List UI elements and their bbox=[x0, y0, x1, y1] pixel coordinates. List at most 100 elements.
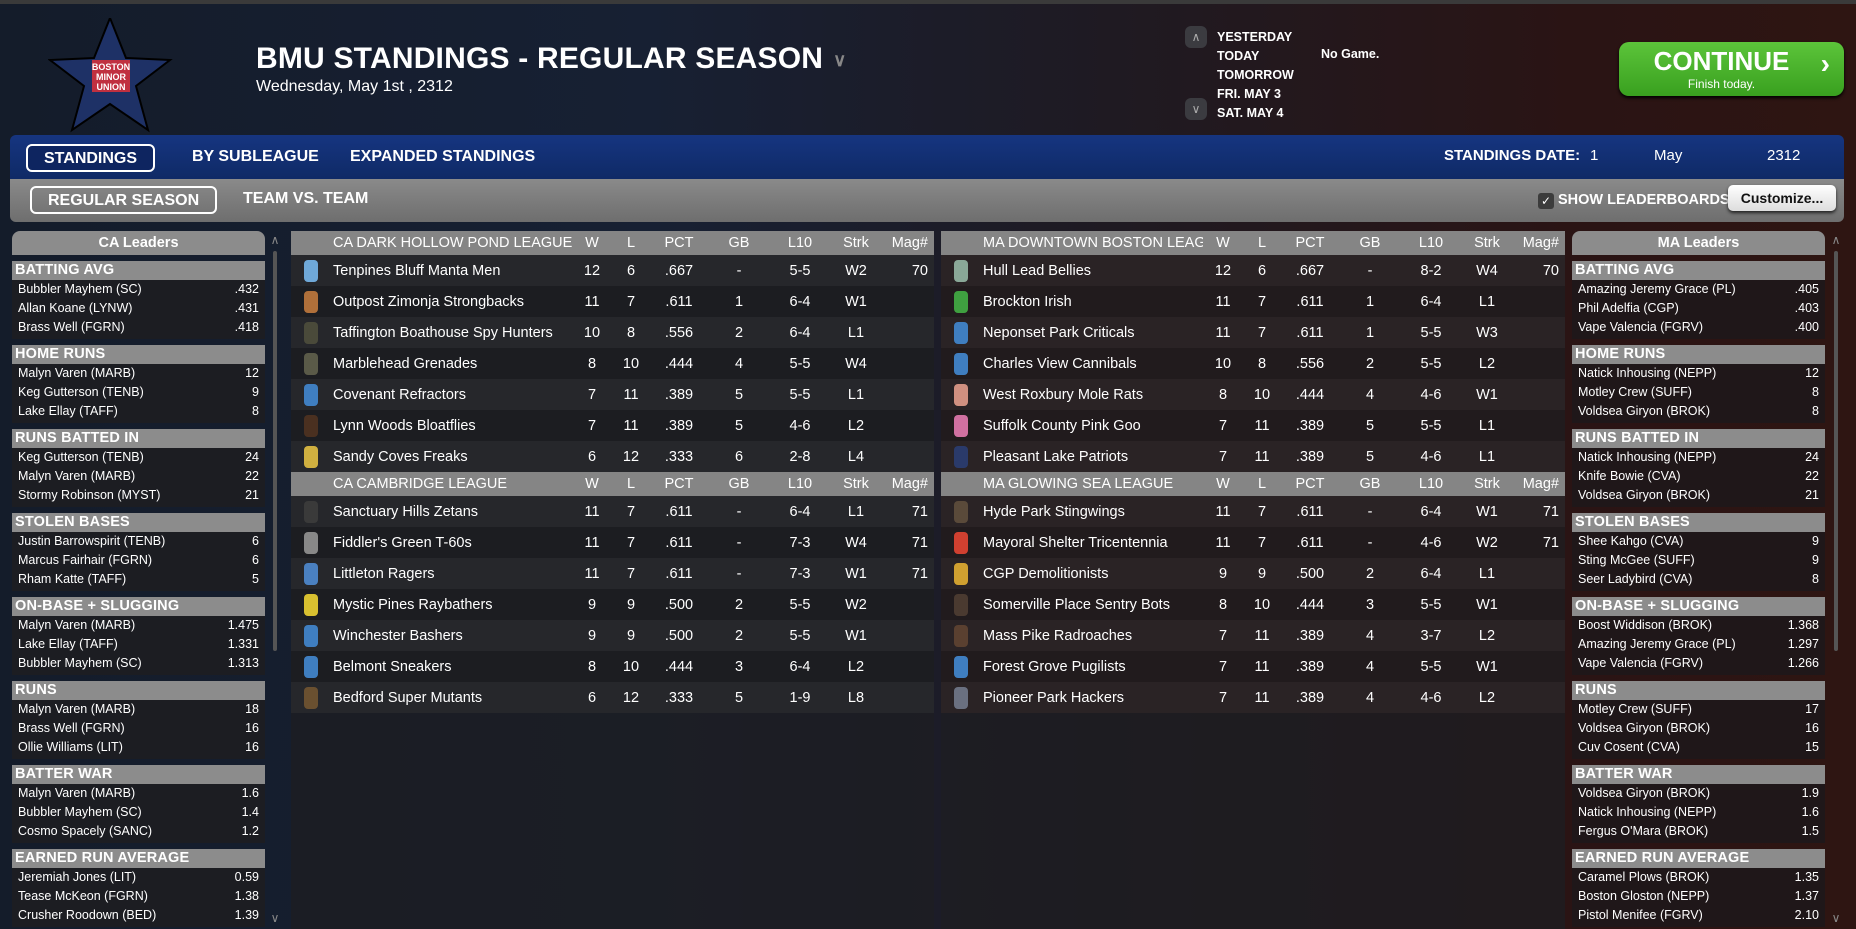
ma-leaders-scrollbar[interactable]: ∧ ∨ bbox=[1828, 231, 1844, 929]
team-row[interactable]: Winchester Bashers 9 9.500 2 5-5 W1 bbox=[291, 620, 934, 651]
team-name[interactable]: Brockton Irish bbox=[981, 286, 1203, 317]
ca-leaders-scrollbar[interactable]: ∧ ∨ bbox=[267, 231, 283, 929]
leader-player[interactable]: Brass Well (FGRN) bbox=[18, 320, 125, 334]
leader-row[interactable]: Natick Inhousing (NEPP) 24 bbox=[1572, 448, 1825, 467]
team-row[interactable]: Mystic Pines Raybathers 9 9.500 2 5-5 W2 bbox=[291, 589, 934, 620]
leader-player[interactable]: Vape Valencia (FGRV) bbox=[1578, 656, 1704, 670]
team-row[interactable]: Tenpines Bluff Manta Men 12 6.667-5-5 W2 70 bbox=[291, 255, 934, 286]
leader-row[interactable]: Pistol Menifee (FGRV) 2.10 bbox=[1572, 906, 1825, 925]
scroll-down-icon[interactable]: ∨ bbox=[1831, 911, 1841, 925]
page-title[interactable]: BMU STANDINGS - REGULAR SEASON ∨ bbox=[256, 42, 847, 76]
column-header[interactable]: GB bbox=[1339, 472, 1401, 496]
column-header[interactable]: L10 bbox=[770, 472, 830, 496]
column-header[interactable]: L bbox=[1243, 231, 1281, 255]
leader-player[interactable]: Amazing Jeremy Grace (PL) bbox=[1578, 637, 1736, 651]
leader-player[interactable]: Malyn Varen (MARB) bbox=[18, 469, 136, 483]
column-header[interactable]: W bbox=[1203, 472, 1243, 496]
team-name[interactable]: Tenpines Bluff Manta Men bbox=[331, 255, 572, 286]
team-name[interactable]: Outpost Zimonja Strongbacks bbox=[331, 286, 572, 317]
leader-player[interactable]: Keg Gutterson (TENB) bbox=[18, 385, 144, 399]
leader-player[interactable]: Bubbler Mayhem (SC) bbox=[18, 282, 142, 296]
leader-player[interactable]: Bubbler Mayhem (SC) bbox=[18, 656, 142, 670]
leader-row[interactable]: Voldsea Giryon (BROK) 21 bbox=[1572, 486, 1825, 505]
column-header[interactable]: PCT bbox=[1281, 231, 1339, 255]
leader-player[interactable]: Natick Inhousing (NEPP) bbox=[1578, 450, 1717, 464]
team-row[interactable]: Lynn Woods Bloatflies 7 11.389 5 4-6 L2 bbox=[291, 410, 934, 441]
leader-row[interactable]: Malyn Varen (MARB) 1.6 bbox=[12, 784, 265, 803]
leader-row[interactable]: Bubbler Mayhem (SC) 1.313 bbox=[12, 654, 265, 673]
leader-player[interactable]: Caramel Plows (BROK) bbox=[1578, 870, 1710, 884]
leader-player[interactable]: Malyn Varen (MARB) bbox=[18, 618, 136, 632]
day-today[interactable]: TODAY bbox=[1217, 49, 1260, 63]
leader-player[interactable]: Stormy Robinson (MYST) bbox=[18, 488, 161, 502]
leader-player[interactable]: Boston Gloston (NEPP) bbox=[1578, 889, 1710, 903]
leader-row[interactable]: Rham Katte (TAFF) 5 bbox=[12, 570, 265, 589]
team-name[interactable]: Suffolk County Pink Goo bbox=[981, 410, 1203, 441]
team-name[interactable]: Somerville Place Sentry Bots bbox=[981, 589, 1203, 620]
column-header[interactable]: GB bbox=[1339, 231, 1401, 255]
leader-player[interactable]: Lake Ellay (TAFF) bbox=[18, 404, 118, 418]
continue-button[interactable]: CONTINUE Finish today. › bbox=[1619, 42, 1844, 96]
leader-player[interactable]: Allan Koane (LYNW) bbox=[18, 301, 133, 315]
team-name[interactable]: Taffington Boathouse Spy Hunters bbox=[331, 317, 572, 348]
leader-player[interactable]: Voldsea Giryon (BROK) bbox=[1578, 721, 1710, 735]
leader-row[interactable]: Malyn Varen (MARB) 1.475 bbox=[12, 616, 265, 635]
leader-row[interactable]: Keg Gutterson (TENB) 24 bbox=[12, 448, 265, 467]
leader-player[interactable]: Crusher Roodown (BED) bbox=[18, 908, 157, 922]
leader-row[interactable]: Cosmo Spacely (SANC) 1.2 bbox=[12, 822, 265, 841]
leader-row[interactable]: Crusher Roodown (BED) 1.39 bbox=[12, 906, 265, 925]
leader-player[interactable]: Ollie Williams (LIT) bbox=[18, 740, 123, 754]
day-yesterday[interactable]: YESTERDAY bbox=[1217, 30, 1293, 44]
leader-row[interactable]: Boston Gloston (NEPP) 1.37 bbox=[1572, 887, 1825, 906]
leader-player[interactable]: Justin Barrowspirit (TENB) bbox=[18, 534, 166, 548]
column-header[interactable]: L bbox=[1243, 472, 1281, 496]
day-tomorrow[interactable]: TOMORROW bbox=[1217, 68, 1294, 82]
team-row[interactable]: Marblehead Grenades 8 10.444 4 5-5 W4 bbox=[291, 348, 934, 379]
leader-player[interactable]: Cosmo Spacely (SANC) bbox=[18, 824, 153, 838]
team-row[interactable]: West Roxbury Mole Rats 8 10.444 4 4-6 W1 bbox=[941, 379, 1565, 410]
leader-row[interactable]: Phil Adelfia (CGP) .403 bbox=[1572, 299, 1825, 318]
team-row[interactable]: Sanctuary Hills Zetans 11 7.611-6-4 L1 71 bbox=[291, 496, 934, 527]
leader-row[interactable]: Vape Valencia (FGRV) .400 bbox=[1572, 318, 1825, 337]
team-row[interactable]: Fiddler's Green T-60s 11 7.611-7-3 W4 71 bbox=[291, 527, 934, 558]
team-row[interactable]: Outpost Zimonja Strongbacks 11 7.611 1 6-4 W1 bbox=[291, 286, 934, 317]
leader-player[interactable]: Keg Gutterson (TENB) bbox=[18, 450, 144, 464]
leader-player[interactable]: Sting McGee (SUFF) bbox=[1578, 553, 1695, 567]
column-header[interactable]: Mag# bbox=[1513, 472, 1565, 496]
leader-player[interactable]: Amazing Jeremy Grace (PL) bbox=[1578, 282, 1736, 296]
leader-row[interactable]: Cuv Cosent (CVA) 15 bbox=[1572, 738, 1825, 757]
team-name[interactable]: Littleton Ragers bbox=[331, 558, 572, 589]
team-name[interactable]: Pioneer Park Hackers bbox=[981, 682, 1203, 713]
leader-row[interactable]: Keg Gutterson (TENB) 9 bbox=[12, 383, 265, 402]
leader-player[interactable]: Jeremiah Jones (LIT) bbox=[18, 870, 137, 884]
scroll-down-icon[interactable]: ∨ bbox=[270, 911, 280, 925]
team-name[interactable]: Winchester Bashers bbox=[331, 620, 572, 651]
column-header[interactable]: W bbox=[1203, 231, 1243, 255]
leader-row[interactable]: Amazing Jeremy Grace (PL) 1.297 bbox=[1572, 635, 1825, 654]
team-row[interactable]: Belmont Sneakers 8 10.444 3 6-4 L2 bbox=[291, 651, 934, 682]
scroll-up-icon[interactable]: ∧ bbox=[270, 233, 280, 247]
leader-player[interactable]: Phil Adelfia (CGP) bbox=[1578, 301, 1679, 315]
leader-row[interactable]: Voldsea Giryon (BROK) 8 bbox=[1572, 402, 1825, 421]
team-row[interactable]: Suffolk County Pink Goo 7 11.389 5 5-5 L1 bbox=[941, 410, 1565, 441]
column-header[interactable]: PCT bbox=[1281, 472, 1339, 496]
leader-player[interactable]: Tease McKeon (FGRN) bbox=[18, 889, 148, 903]
leader-row[interactable]: Tease McKeon (FGRN) 1.38 bbox=[12, 887, 265, 906]
team-row[interactable]: Covenant Refractors 7 11.389 5 5-5 L1 bbox=[291, 379, 934, 410]
leader-player[interactable]: Vape Valencia (FGRV) bbox=[1578, 320, 1704, 334]
column-header[interactable]: GB bbox=[708, 472, 770, 496]
team-name[interactable]: Bedford Super Mutants bbox=[331, 682, 572, 713]
leader-row[interactable]: Sting McGee (SUFF) 9 bbox=[1572, 551, 1825, 570]
column-header[interactable]: Mag# bbox=[1513, 231, 1565, 255]
column-header[interactable]: Strk bbox=[830, 231, 882, 255]
team-row[interactable]: CGP Demolitionists 9 9.500 2 6-4 L1 bbox=[941, 558, 1565, 589]
leader-player[interactable]: Boost Widdison (BROK) bbox=[1578, 618, 1713, 632]
leader-row[interactable]: Shee Kahgo (CVA) 9 bbox=[1572, 532, 1825, 551]
team-row[interactable]: Sandy Coves Freaks 6 12.333 6 2-8 L4 bbox=[291, 441, 934, 472]
chevron-down-icon[interactable]: ∨ bbox=[1185, 98, 1207, 120]
team-row[interactable]: Mayoral Shelter Tricentennia 11 7.611-4-6 W… bbox=[941, 527, 1565, 558]
team-name[interactable]: CGP Demolitionists bbox=[981, 558, 1203, 589]
team-row[interactable]: Bedford Super Mutants 6 12.333 5 1-9 L8 bbox=[291, 682, 934, 713]
leader-player[interactable]: Bubbler Mayhem (SC) bbox=[18, 805, 142, 819]
leader-player[interactable]: Natick Inhousing (NEPP) bbox=[1578, 366, 1717, 380]
